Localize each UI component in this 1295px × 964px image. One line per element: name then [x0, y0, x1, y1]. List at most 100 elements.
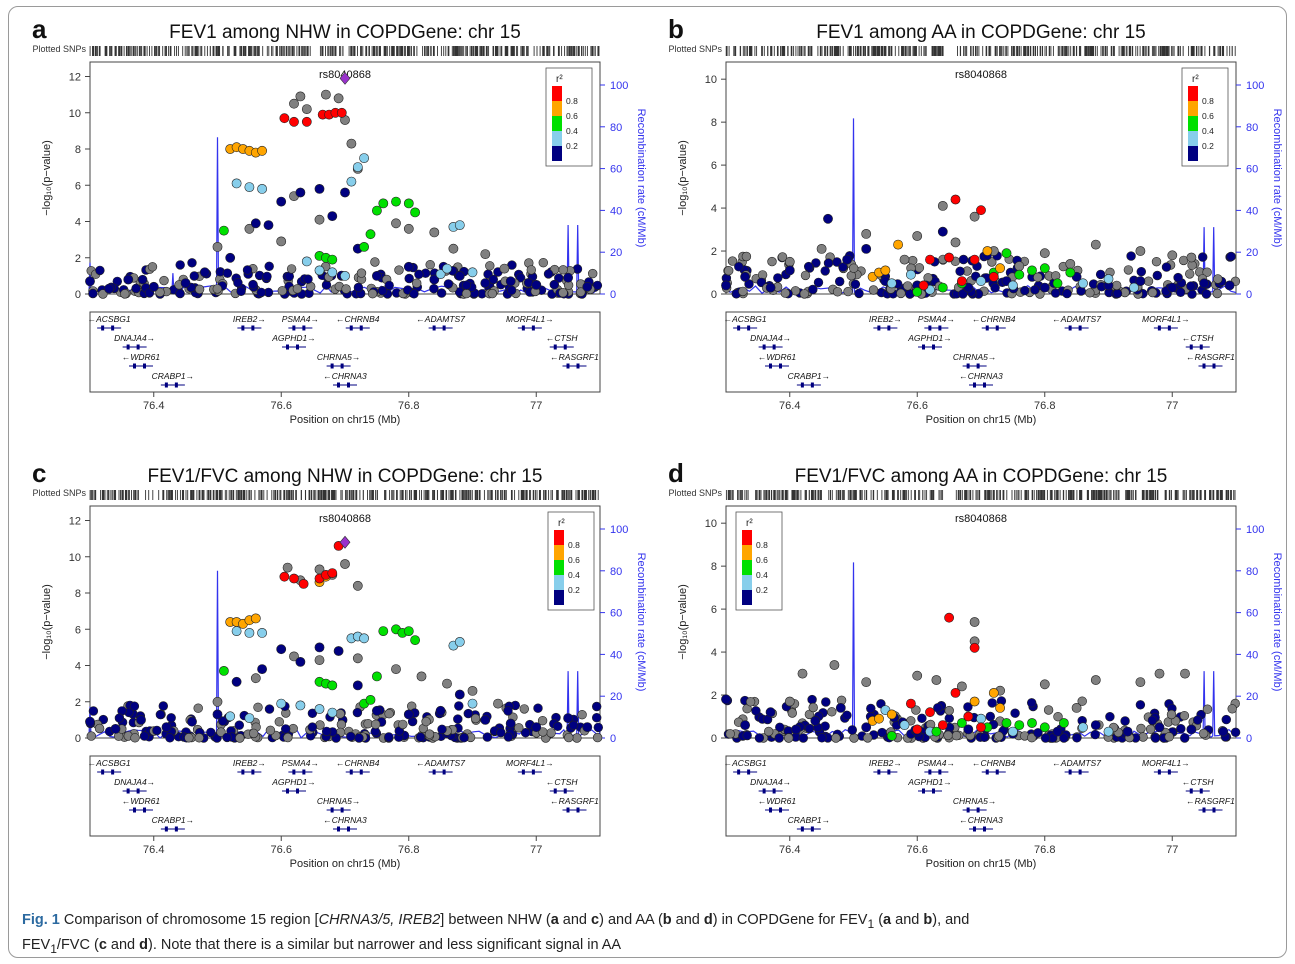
snp-point — [480, 249, 491, 259]
snp-point — [295, 91, 306, 102]
y2-tick-label: 60 — [1246, 608, 1258, 620]
gene-exon — [976, 807, 980, 813]
snp-point — [893, 239, 903, 250]
caption-text: ) and AA ( — [599, 912, 663, 928]
snp-point — [137, 274, 148, 285]
snp-point — [515, 273, 526, 283]
snp-point — [956, 681, 967, 692]
gene-exon — [337, 382, 340, 388]
snp-point — [104, 283, 114, 294]
snp-point — [834, 276, 845, 287]
snp-point — [520, 728, 531, 738]
snp-point — [745, 697, 756, 707]
panel-title: FEV1/FVC among AA in COPDGene: chr 15 — [795, 466, 1168, 487]
gene-exon — [241, 769, 245, 775]
x-tick-label: 77 — [530, 844, 542, 856]
snp-point — [359, 633, 369, 644]
snp-point — [327, 568, 338, 578]
y2-tick-label: 60 — [610, 608, 622, 620]
gene-exon — [330, 363, 334, 369]
snp-point — [359, 241, 369, 252]
legend-tick-label: 0.6 — [756, 555, 768, 565]
gene-exon — [983, 826, 986, 832]
snp-point — [429, 284, 439, 294]
snp-point — [231, 626, 242, 636]
snp-point — [1050, 288, 1061, 298]
gene-track-frame — [89, 755, 601, 837]
gene-label: PSMA4→ — [918, 758, 955, 768]
snp-point — [148, 281, 159, 292]
snp-point — [435, 705, 446, 716]
gene-exon — [810, 382, 814, 388]
snp-point — [1043, 705, 1054, 715]
gene-exon — [101, 769, 105, 775]
snp-point — [842, 710, 852, 721]
snp-point — [365, 229, 376, 240]
snp-point — [850, 279, 861, 290]
snp-point — [480, 714, 491, 725]
snp-point — [982, 246, 993, 256]
snp-point — [503, 732, 514, 742]
gene-label: ←ACSBG1 — [724, 758, 767, 768]
gene-exon — [143, 807, 146, 813]
gene-exon — [877, 325, 881, 331]
panel-a: a FEV1 among NHW in COPDGene: chr 15 Plott… — [32, 14, 647, 426]
snp-point — [1090, 720, 1101, 730]
snp-point — [582, 722, 593, 732]
series-0.0-0.2 — [85, 184, 593, 294]
snp-point — [956, 718, 967, 728]
snp-point — [944, 252, 954, 263]
snp-point — [765, 707, 776, 718]
snp-point — [187, 716, 197, 727]
y-axis-label: −log₁₀(p−value) — [677, 584, 689, 660]
snp-point — [320, 89, 331, 100]
gene-exon — [296, 788, 299, 794]
gene-exon — [251, 769, 255, 775]
gene-label: ←RASGRF1 — [550, 796, 599, 806]
gene-exon — [1078, 325, 1082, 331]
snp-point — [233, 278, 243, 288]
lead-snp-label: rs8040868 — [955, 69, 1007, 81]
gene-exon — [1078, 769, 1082, 775]
snp-point — [264, 261, 274, 272]
snp-point — [874, 713, 884, 724]
snp-point — [286, 264, 297, 274]
snp-point — [847, 725, 858, 735]
gene-exon — [769, 363, 772, 369]
snp-point — [784, 256, 795, 267]
legend-title: r² — [558, 518, 565, 529]
snp-point — [354, 733, 364, 743]
snp-point — [886, 709, 897, 720]
snp-point — [123, 274, 134, 285]
snp-point — [734, 262, 744, 272]
snp-point — [582, 281, 593, 292]
gene-track-frame — [89, 311, 601, 393]
r2-legend: r² 0.8 0.6 0.4 0.2 — [545, 67, 593, 167]
snp-point — [955, 266, 965, 277]
snp-point — [166, 713, 176, 723]
gene-exon — [576, 363, 580, 369]
gene-label: AGPHD1→ — [271, 333, 315, 343]
x-tick-label: 76.4 — [143, 400, 164, 412]
gene-label: IREB2→ — [233, 314, 266, 324]
y-tick-label: 0 — [75, 289, 81, 301]
snp-point — [1145, 724, 1156, 734]
snp-point — [289, 116, 299, 127]
snp-point — [130, 733, 140, 743]
snp-point — [1212, 288, 1222, 299]
gene-label: ←ACSBG1 — [88, 758, 131, 768]
caption-text: ). Note that there is a similar but narr… — [148, 936, 622, 953]
legend-swatch — [742, 575, 752, 590]
snp-point — [136, 714, 146, 725]
panel-title: FEV1 among NHW in COPDGene: chr 15 — [169, 22, 521, 43]
snp-point — [378, 198, 389, 209]
snp-point — [114, 713, 125, 723]
snp-point — [835, 702, 846, 713]
snp-point — [896, 288, 906, 299]
gene-exon — [779, 363, 782, 369]
caption-subscript: 1 — [50, 941, 57, 956]
snp-point — [352, 162, 363, 172]
snp-point — [784, 696, 795, 707]
snp-point — [212, 696, 223, 707]
snp-point — [340, 270, 350, 281]
